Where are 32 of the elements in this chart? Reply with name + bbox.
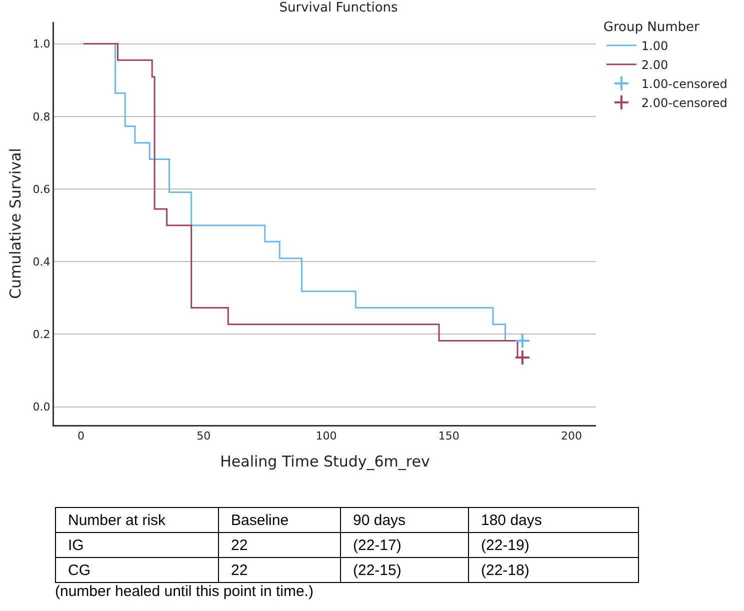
text: (22-18) xyxy=(468,558,638,582)
text: Baseline xyxy=(218,508,340,532)
y-tick-label: 0.8 xyxy=(32,110,50,124)
x-tick-label: 150 xyxy=(438,430,460,443)
y-tick-label: 0.4 xyxy=(32,255,50,268)
legend-label: 1.00 xyxy=(641,39,668,54)
legend-label: 2.00 xyxy=(641,58,668,72)
chart-title: Survival Functions xyxy=(279,0,398,16)
y-tick-label: 1.0 xyxy=(32,38,50,51)
text: 22 xyxy=(218,532,340,558)
text: 22 xyxy=(218,558,340,582)
y-axis-title: Cumulative Survival xyxy=(6,148,24,299)
text: (22-19) xyxy=(468,532,638,558)
y-tick-label: 0.2 xyxy=(32,328,50,342)
x-tick-label: 200 xyxy=(560,430,582,443)
text: Number at risk xyxy=(56,508,218,532)
x-tick-label: 100 xyxy=(316,430,337,443)
text: IG xyxy=(56,532,218,558)
legend-label: 2.00-censored xyxy=(641,96,728,110)
text: (22-17) xyxy=(340,532,468,558)
y-tick-label: 0.0 xyxy=(32,400,50,414)
x-axis-title: Healing Time Study_6m_rev xyxy=(220,452,430,470)
x-tick-label: 50 xyxy=(196,430,211,443)
text: CG xyxy=(56,558,218,582)
legend-title: Group Number xyxy=(603,20,700,35)
text: (number healed until this point in time.) xyxy=(55,583,314,600)
y-tick-label: 0.6 xyxy=(32,182,50,196)
text: (22-15) xyxy=(340,558,468,582)
x-tick-label: 0 xyxy=(77,430,84,443)
text: 180 days xyxy=(468,508,638,532)
legend-label: 1.00-censored xyxy=(641,77,728,92)
text: 90 days xyxy=(340,508,468,532)
